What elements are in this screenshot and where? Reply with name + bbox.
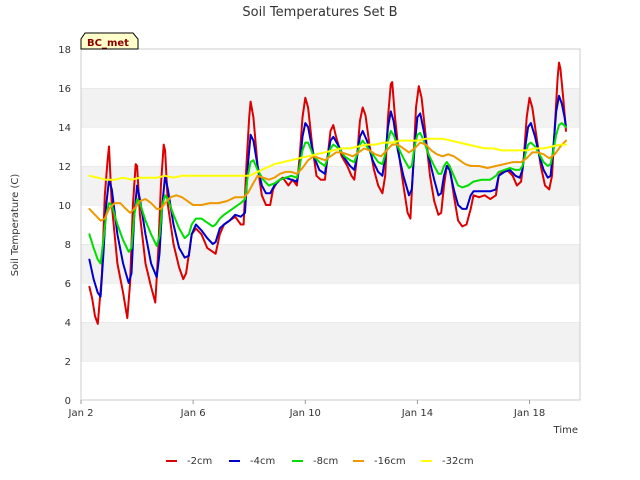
- series-lines: [88, 61, 567, 325]
- series-line-minus-32cm: [88, 137, 567, 181]
- series-line-minus-2cm: [88, 61, 567, 325]
- x-tick-label: Jan 14: [401, 408, 433, 419]
- x-axis-label: Time: [553, 425, 578, 436]
- y-axis-label: Soil Temperature (C): [10, 174, 21, 277]
- x-tick-label: Jan 18: [513, 408, 545, 419]
- grid-band: [81, 322, 580, 361]
- station-badge-background: [80, 32, 139, 50]
- y-axis-ticks: 0 2 4 6 8 10 12 14 16 18: [58, 45, 71, 407]
- legend-label: -32cm: [442, 456, 474, 467]
- x-tick-label: Jan 2: [68, 408, 94, 419]
- y-tick-label: 18: [58, 45, 71, 56]
- station-badge-text: BC_met: [87, 38, 129, 49]
- series-line-minus-8cm: [88, 122, 567, 265]
- legend-label: -4cm: [250, 456, 275, 467]
- grid-bands: [81, 48, 580, 400]
- series-line-minus-4cm: [88, 94, 567, 298]
- plot-area-frame: [80, 48, 581, 401]
- y-tick-label: 16: [58, 84, 71, 95]
- y-tick-label: 4: [65, 318, 71, 329]
- station-badge: BC_met: [80, 32, 139, 50]
- legend: -2cm -4cm -8cm -16cm -32cm: [166, 456, 474, 467]
- grid-band: [81, 244, 580, 283]
- x-tick-label: Jan 6: [180, 408, 206, 419]
- grid-band: [81, 49, 580, 88]
- y-tick-label: 14: [58, 123, 71, 134]
- series-line-minus-16cm: [88, 139, 567, 222]
- x-axis-ticks: Jan 2 Jan 6 Jan 10 Jan 14 Jan 18: [68, 400, 545, 419]
- legend-label: -2cm: [187, 456, 212, 467]
- grid-band: [81, 205, 580, 244]
- y-tick-label: 8: [65, 240, 71, 251]
- y-tick-label: 6: [65, 279, 71, 290]
- chart-title: Soil Temperatures Set B: [242, 5, 397, 20]
- y-tick-label: 2: [65, 357, 71, 368]
- y-tick-label: 10: [58, 201, 71, 212]
- x-tick-label: Jan 10: [289, 408, 321, 419]
- legend-label: -16cm: [374, 456, 406, 467]
- grid-band: [81, 361, 580, 400]
- legend-label: -8cm: [313, 456, 338, 467]
- grid-band: [81, 88, 580, 127]
- y-tick-label: 0: [65, 396, 71, 407]
- y-tick-label: 12: [58, 162, 71, 173]
- grid-band: [81, 283, 580, 322]
